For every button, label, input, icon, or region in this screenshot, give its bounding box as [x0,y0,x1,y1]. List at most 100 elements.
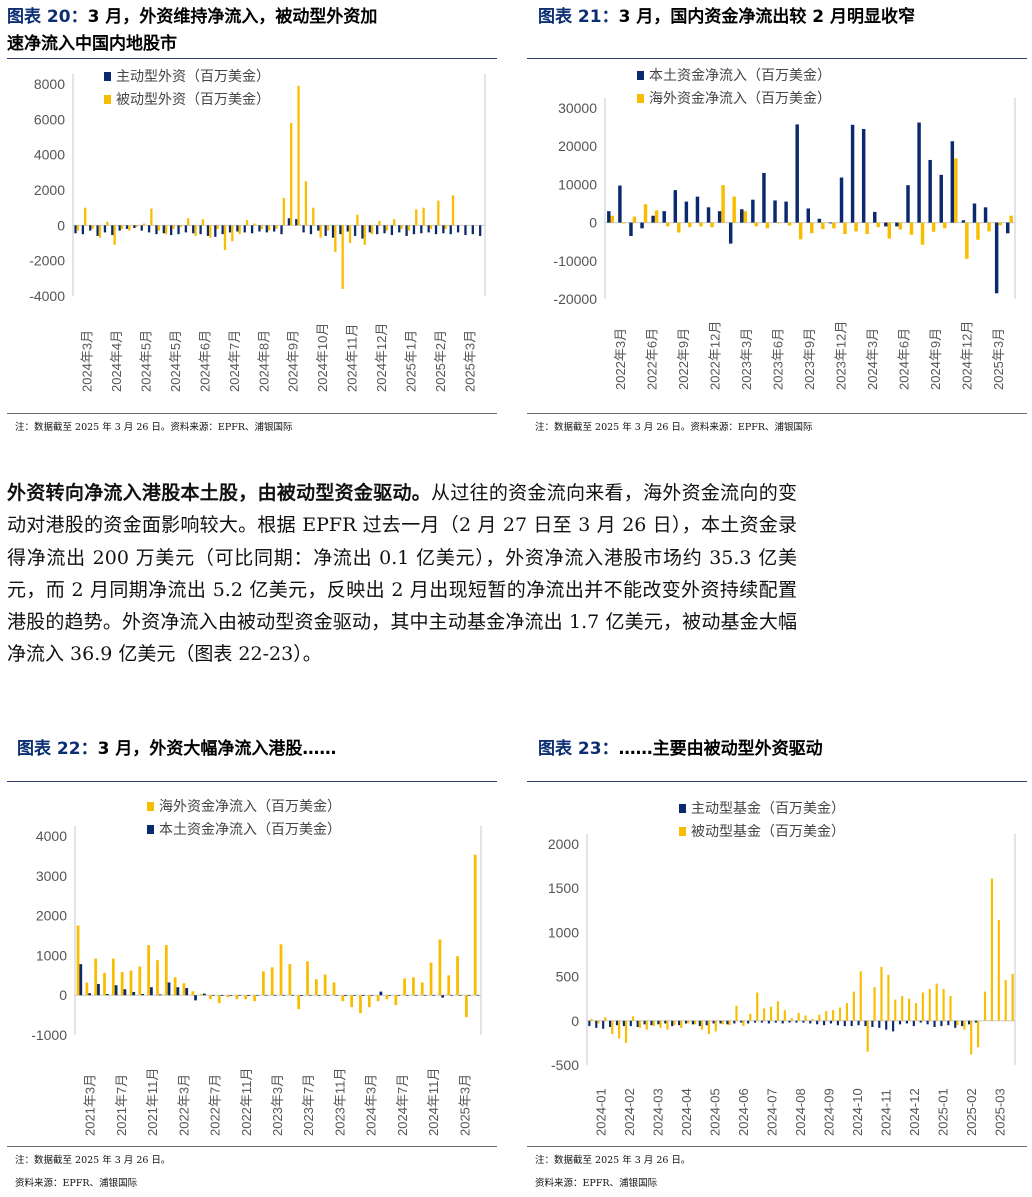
fig22-bar-s2 [317,995,321,996]
fig20-bar-s1 [287,218,291,226]
fig20-bar-s1 [331,225,335,238]
fig23-bar-s1 [767,1020,770,1024]
fig23-bar-s2 [1004,980,1007,1021]
fig22-legend-label: 本土资金净流入（百万美金） [159,821,341,837]
fig20-ytick-label: 4000 [34,147,65,163]
body-text: 从过往的资金流向来看，海外资金流向的变动对港股的资金面影响较大。根据 EPFR … [7,482,797,666]
fig20-bar-s1 [339,225,342,235]
fig22-bar-s1 [323,974,327,996]
fig23-bar-s1 [823,1020,826,1026]
fig22-xtick-label: 2023年11月 [332,1068,347,1136]
fig21-note: 注：数据截至 2025 年 3 月 26 日。资料来源：EPFR、浦银国际 [535,422,813,433]
fig23-bar-s1 [836,1020,839,1026]
fig23-bar-s2 [852,991,855,1021]
fig21-bar-s2 [920,222,925,245]
fig20-bar-s2 [437,200,440,226]
fig23-bar-s2 [983,991,987,1021]
fig23-ytick-label: 1500 [548,880,579,896]
fig21-bar-s1 [728,222,733,244]
fig21-bar-s2 [754,222,759,227]
fig22-chart-frame [7,781,497,1147]
fig20-bar-s1 [449,225,452,235]
fig21-bar-s2 [832,222,836,229]
fig22-bar-s2 [388,995,392,996]
fig23-bar-s2 [935,983,938,1021]
fig20-bar-s2 [120,225,124,229]
fig21-bar-s1 [917,122,921,223]
fig23-xtick-label: 2025-03 [993,1088,1008,1136]
fig23-ytick-label: 500 [556,969,580,985]
fig21-bar-s1 [673,190,678,223]
fig23-bar-s2 [735,1005,738,1021]
fig20-bar-s1 [361,225,364,239]
fig22-bar-s2 [282,995,286,996]
fig21-ytick-label: -20000 [553,291,597,307]
fig23-bar-s1 [947,1020,950,1026]
fig21-bar-s1 [751,199,755,223]
fig22-bar-s1 [147,945,151,996]
fig20-ytick-label: -2000 [29,253,65,269]
fig21-ytick-label: -10000 [553,253,597,269]
fig23-bar-s2 [673,1020,676,1026]
fig22-xtick-label: 2024年7月 [395,1074,410,1136]
fig21-bar-s2 [699,222,703,227]
fig20-bar-s2 [150,208,153,226]
fig21-bar-s1 [651,215,655,223]
fig20-bar-s1 [221,225,224,235]
fig23-bar-s2 [756,992,759,1021]
fig22-bar-s1 [412,977,415,996]
fig21-bar-s2 [688,222,692,228]
fig22-legend-label: 海外资金净流入（百万美金） [159,798,341,814]
fig22-bar-s2 [88,993,91,996]
fig20-title-line2: 速净流入中国内地股市 [7,34,177,54]
fig22-bar-s2 [167,982,171,996]
fig22-ytick-label: 1000 [36,947,67,963]
fig21-bar-s1 [784,201,788,223]
fig23-bar-s1 [933,1020,936,1027]
fig21-bar-s2 [843,222,847,235]
fig23-bar-s2 [845,1003,849,1021]
fig21-bar-s1 [618,185,622,223]
fig23-bar-s2 [901,996,904,1021]
fig22-legend-swatch [147,825,154,834]
fig23-bar-s1 [788,1020,791,1023]
fig22-bar-s2 [353,995,356,996]
fig22-bar-s2 [229,995,233,996]
fig23-bar-s1 [885,1020,888,1030]
fig21-ytick-label: 10000 [558,176,597,192]
fig20-bar-s2 [400,225,403,229]
fig21-bar-s2 [1009,215,1013,223]
fig23-bar-s2 [963,1020,966,1030]
fig22-bar-s2 [264,995,268,996]
fig22-bar-s1 [120,972,124,996]
fig22-bar-s1 [438,939,442,996]
fig23-bar-s1 [602,1020,605,1029]
fig23-bar-s2 [942,988,945,1021]
fig21-legend-swatch [637,94,644,103]
fig23-bar-s2 [721,1020,724,1025]
fig20-bar-s1 [383,225,386,234]
fig23-bar-s1 [898,1020,902,1025]
fig22-bar-s1 [420,982,424,996]
fig22-bar-s1 [235,995,239,1000]
fig20-bar-s1 [74,225,77,234]
fig22-bar-s1 [359,995,362,1014]
fig20-bar-s1 [147,225,151,233]
fig22-xtick-label: 2022年11月 [239,1068,254,1136]
fig21-bar-s2 [798,222,803,240]
fig20-bar-s1 [464,225,467,236]
fig23-bar-s1 [622,1020,625,1027]
fig20-bar-s2 [91,225,94,229]
fig23-bar-s2 [638,1020,641,1028]
fig22-xtick-label: 2022年7月 [208,1074,223,1136]
fig20-bar-s1 [273,225,276,232]
fig23-bar-s2 [804,1015,807,1021]
fig20-bar-s1 [177,225,180,235]
fig22-xtick-label: 2023年3月 [270,1074,285,1136]
fig21-bar-s2 [854,222,858,232]
fig20-bar-s2 [142,223,146,226]
fig23-bar-s2 [825,1011,828,1021]
fig20-chart-frame [7,58,497,414]
fig20-bar-s2 [216,225,219,229]
fig23-bar-s1 [643,1020,646,1025]
